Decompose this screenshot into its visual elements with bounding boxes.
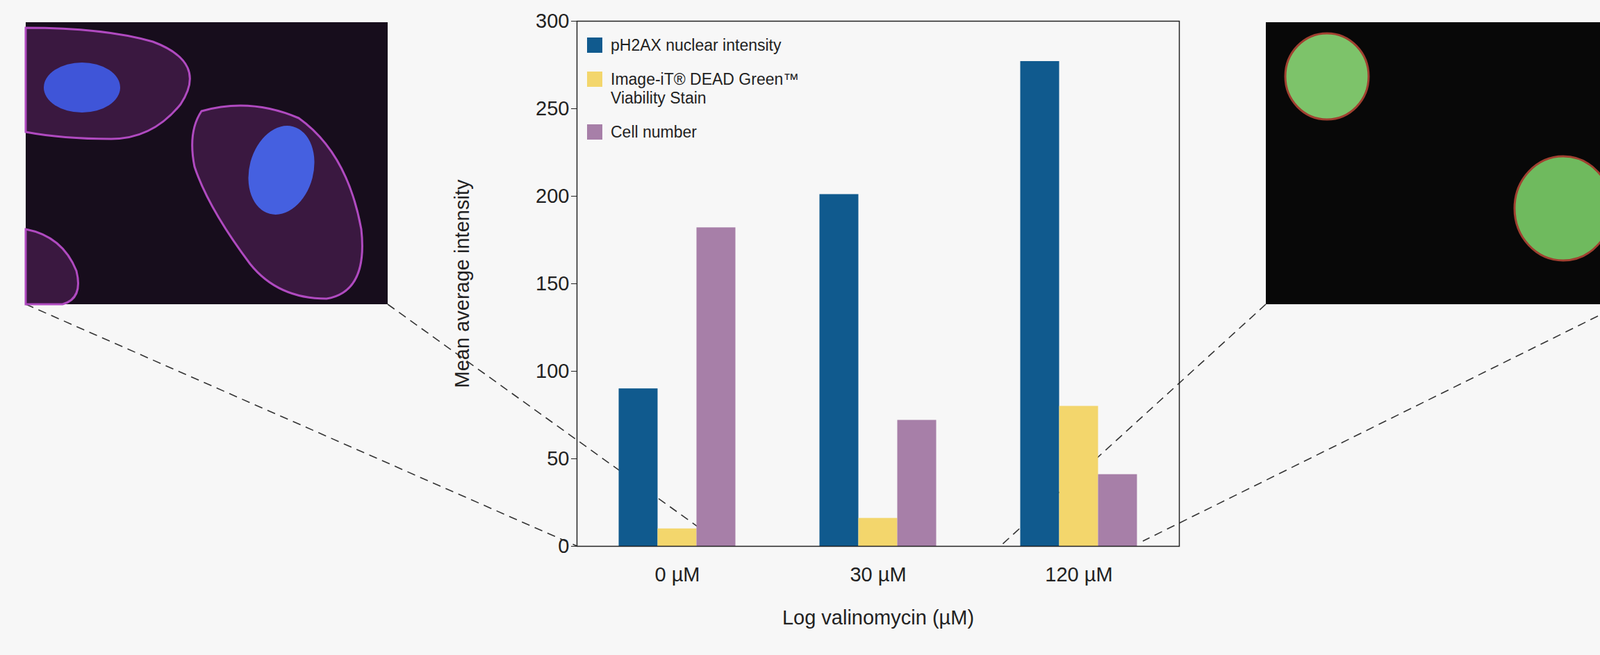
svg-text:50: 50 bbox=[546, 447, 569, 470]
svg-text:150: 150 bbox=[535, 272, 569, 295]
svg-text:120 µM: 120 µM bbox=[1044, 563, 1113, 586]
svg-text:100: 100 bbox=[535, 359, 569, 383]
svg-text:Log valinomycin (µM): Log valinomycin (µM) bbox=[782, 606, 975, 629]
svg-text:30 µM: 30 µM bbox=[849, 563, 906, 586]
svg-text:Mean average intensity: Mean average intensity bbox=[450, 179, 474, 388]
html-text:Image-iT® DEAD Green™ Viabilit: Image-iT® DEAD Green™ Viability Stain bbox=[610, 70, 800, 107]
svg-text:0 µM: 0 µM bbox=[654, 563, 700, 586]
svg-text:250: 250 bbox=[535, 97, 569, 120]
html-text:pH2AX nuclear intensity: pH2AX nuclear intensity bbox=[610, 36, 782, 55]
svg-text:0: 0 bbox=[557, 534, 569, 558]
html-text:Cell number: Cell number bbox=[610, 122, 697, 142]
svg-text:300: 300 bbox=[535, 9, 569, 32]
svg-text:200: 200 bbox=[535, 184, 569, 208]
